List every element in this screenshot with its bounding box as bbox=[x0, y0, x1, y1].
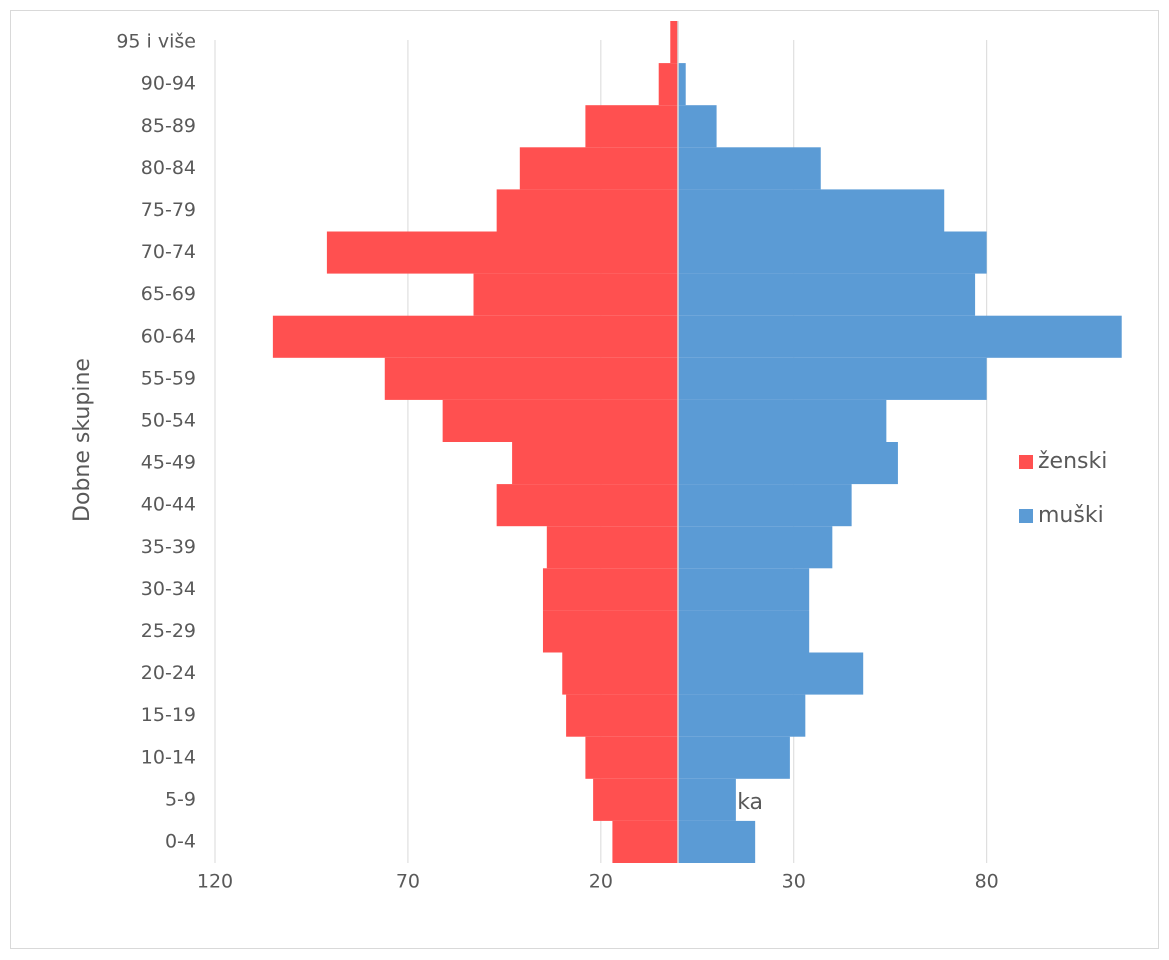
bar bbox=[678, 526, 833, 569]
bar bbox=[678, 189, 945, 232]
bar bbox=[678, 315, 1122, 358]
y-tick-label: 60-64 bbox=[141, 325, 196, 347]
bar bbox=[585, 736, 678, 779]
y-tick-label: 90-94 bbox=[141, 73, 196, 95]
bar bbox=[326, 231, 678, 274]
y-tick-label: 35-39 bbox=[141, 536, 196, 558]
legend-swatch bbox=[1019, 509, 1033, 523]
y-tick-label: 70-74 bbox=[141, 241, 196, 263]
bar bbox=[678, 652, 864, 695]
x-tick-label: 30 bbox=[782, 871, 806, 893]
bar bbox=[678, 147, 821, 190]
bar bbox=[612, 820, 678, 863]
bar bbox=[678, 105, 717, 148]
bar bbox=[384, 357, 678, 400]
y-tick-label: 25-29 bbox=[141, 620, 196, 642]
y-tick-label: 50-54 bbox=[141, 409, 196, 431]
bar bbox=[678, 736, 790, 779]
legend-label: ženski bbox=[1038, 449, 1107, 474]
bar bbox=[442, 399, 678, 442]
bar bbox=[678, 568, 810, 611]
y-tick-label: 40-44 bbox=[141, 494, 196, 516]
bar bbox=[566, 694, 678, 737]
y-tick-label: 0-4 bbox=[165, 830, 196, 852]
bar bbox=[473, 273, 678, 316]
y-tick-label: 5-9 bbox=[165, 788, 196, 810]
bar bbox=[658, 63, 678, 106]
bar bbox=[678, 778, 736, 821]
legend-label: muški bbox=[1038, 503, 1104, 528]
bar bbox=[512, 442, 678, 485]
y-tick-label: 75-79 bbox=[141, 199, 196, 221]
x-tick-label: 70 bbox=[396, 871, 420, 893]
bar bbox=[678, 484, 852, 527]
bar bbox=[678, 63, 686, 106]
bar bbox=[678, 357, 987, 400]
y-tick-label: 85-89 bbox=[141, 115, 196, 137]
y-tick-label: 55-59 bbox=[141, 367, 196, 389]
y-tick-label: 15-19 bbox=[141, 704, 196, 726]
bar bbox=[678, 694, 806, 737]
bar bbox=[678, 610, 810, 653]
bar bbox=[678, 231, 987, 274]
bar bbox=[519, 147, 678, 190]
y-tick-label: 20-24 bbox=[141, 662, 196, 684]
bar bbox=[542, 568, 678, 611]
x-tick-label: 120 bbox=[197, 871, 233, 893]
y-axis-title: Dobne skupine bbox=[70, 358, 95, 522]
y-tick-label: 65-69 bbox=[141, 283, 196, 305]
y-tick-label: 30-34 bbox=[141, 578, 196, 600]
bar bbox=[678, 820, 756, 863]
y-tick-label: 80-84 bbox=[141, 157, 196, 179]
bar bbox=[562, 652, 678, 695]
bar bbox=[678, 442, 898, 485]
x-tick-label: 20 bbox=[589, 871, 613, 893]
bar bbox=[272, 315, 678, 358]
bar bbox=[678, 399, 887, 442]
x-tick-label: 80 bbox=[975, 871, 999, 893]
bar bbox=[542, 610, 678, 653]
y-tick-label: 10-14 bbox=[141, 746, 196, 768]
bar bbox=[593, 778, 678, 821]
bar bbox=[670, 21, 678, 64]
legend-swatch bbox=[1019, 455, 1033, 469]
y-tick-label: 45-49 bbox=[141, 452, 196, 474]
bar bbox=[496, 484, 678, 527]
bar bbox=[585, 105, 678, 148]
bar bbox=[546, 526, 678, 569]
bar bbox=[678, 273, 976, 316]
y-tick-label: 95 i više bbox=[116, 31, 196, 53]
bar bbox=[496, 189, 678, 232]
